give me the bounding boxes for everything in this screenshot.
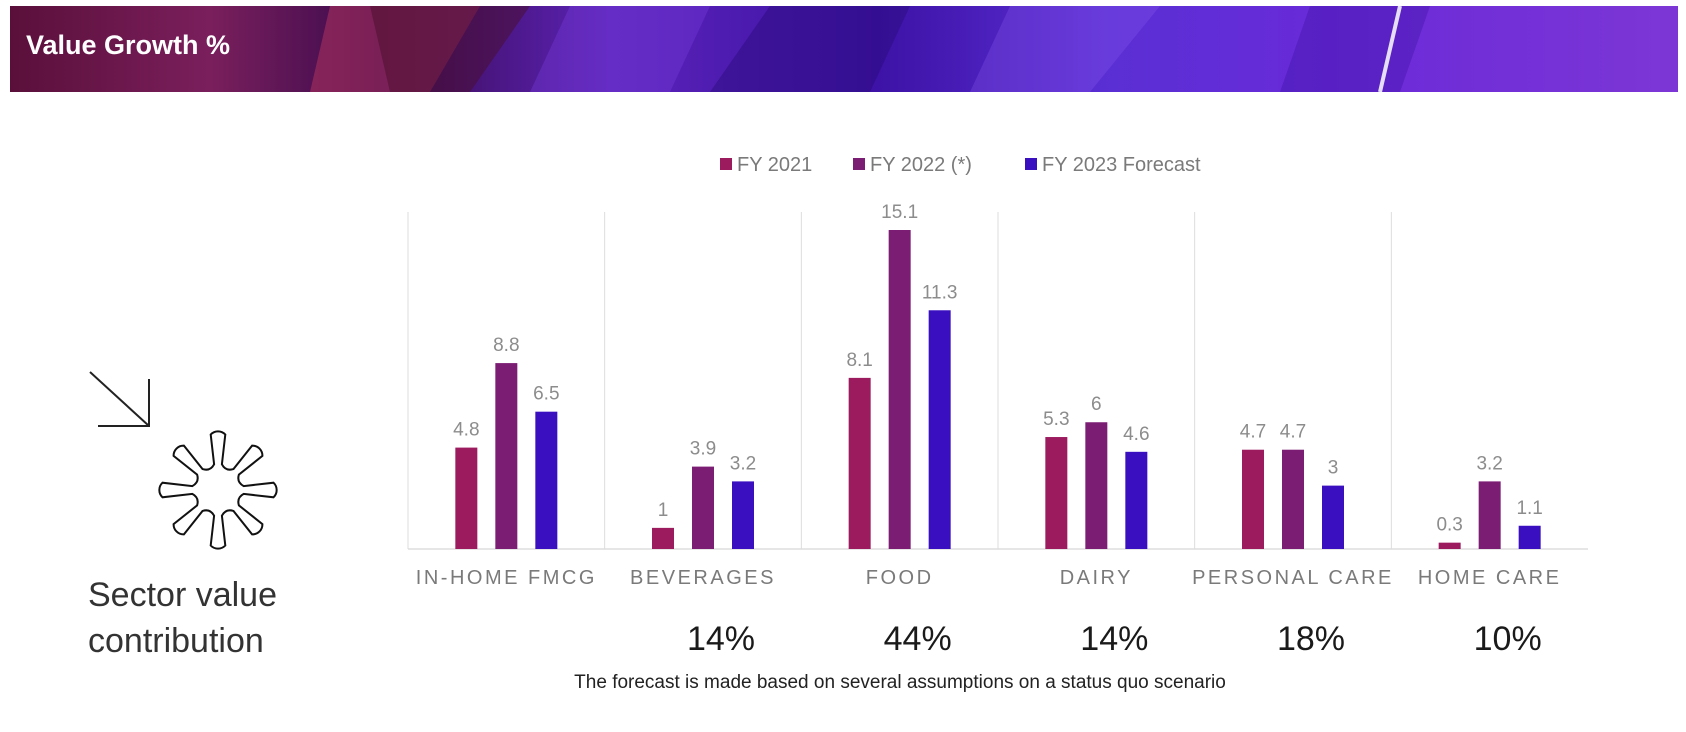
bar-dairy-2 [1085,422,1108,549]
arrow-down-right-icon [89,371,150,427]
banner-background-art [310,6,1430,92]
bar-beverages-1 [652,527,674,549]
category-label-beverages: BEVERAGES [630,567,776,589]
bar-personal-care-3 [1322,485,1344,549]
legend-label-2: FY 2022 (*) [870,154,972,176]
bar-in-home-fmcg-3 [535,411,558,549]
bar-food-3 [928,310,951,549]
value-label: 0.3 [1436,515,1462,536]
category-label-home-care: HOME CARE [1418,567,1562,589]
page-title: Value Growth % [26,30,231,60]
contribution-beverages: 14% [687,620,755,658]
value-label: 3.2 [730,453,756,474]
bar-home-care-2 [1478,481,1501,549]
bar-dairy-3 [1125,451,1148,549]
header-banner: Value Growth % [10,6,1678,92]
sector-value-contribution-label: Sector value contribution [88,576,277,660]
value-label: 3.9 [690,439,716,460]
value-label: 8.1 [846,350,872,371]
bar-food-1 [848,377,871,549]
value-label: 6 [1091,394,1102,415]
chart-legend: FY 2021 FY 2022 (*) FY 2023 Forecast [720,154,1201,176]
contribution-personal-care: 18% [1277,620,1345,658]
category-label-dairy: DAIRY [1060,567,1133,589]
bar-personal-care-2 [1282,449,1304,549]
asterisk-flower-icon [158,430,278,550]
contribution-labels: 14% 44% 14% 18% 10% [687,620,1542,658]
legend-swatch-1 [720,158,732,170]
value-label: 3 [1328,458,1339,479]
bar-in-home-fmcg-2 [495,363,518,549]
side-icons [89,371,278,550]
legend-label-3: FY 2023 Forecast [1042,154,1201,176]
value-label: 1.1 [1516,498,1542,519]
bar-food-2 [888,230,911,549]
value-label: 5.3 [1043,409,1069,430]
bar-home-care-3 [1518,525,1541,549]
category-label-in-home-fmcg: IN-HOME FMCG [416,567,597,589]
value-label: 4.8 [453,420,479,441]
forecast-footnote: The forecast is made based on several as… [574,672,1226,693]
category-label-food: FOOD [866,567,934,589]
bar-beverages-2 [692,466,714,549]
category-dividers [407,212,1588,550]
bar-home-care-1 [1438,542,1461,549]
category-label-personal-care: PERSONAL CARE [1192,567,1394,589]
legend-swatch-3 [1025,158,1037,170]
contribution-home-care: 10% [1474,620,1542,658]
legend-swatch-2 [853,158,865,170]
bar-series [455,230,1541,549]
value-label: 8.8 [493,335,519,356]
value-label: 3.2 [1476,453,1502,474]
legend-label-1: FY 2021 [737,154,812,176]
value-label: 15.1 [881,202,918,223]
data-labels: 4.8 8.8 6.5 1 3.9 3.2 8.1 15.1 11.3 5.3 6 4.6 4.7 4.7… [453,202,1543,536]
bar-in-home-fmcg-1 [455,447,478,549]
value-label: 4.6 [1123,424,1149,445]
value-label: 4.7 [1280,422,1306,443]
value-label: 1 [658,500,669,521]
bar-personal-care-1 [1242,449,1264,549]
value-label: 6.5 [533,384,559,405]
bar-beverages-3 [732,481,754,549]
value-label: 11.3 [922,282,958,303]
value-label: 4.7 [1240,422,1266,443]
bar-dairy-1 [1045,437,1068,549]
contribution-food: 44% [884,620,952,658]
contribution-dairy: 14% [1080,620,1148,658]
category-labels: IN-HOME FMCG BEVERAGES FOOD DAIRY PERSONAL C… [416,567,1562,589]
